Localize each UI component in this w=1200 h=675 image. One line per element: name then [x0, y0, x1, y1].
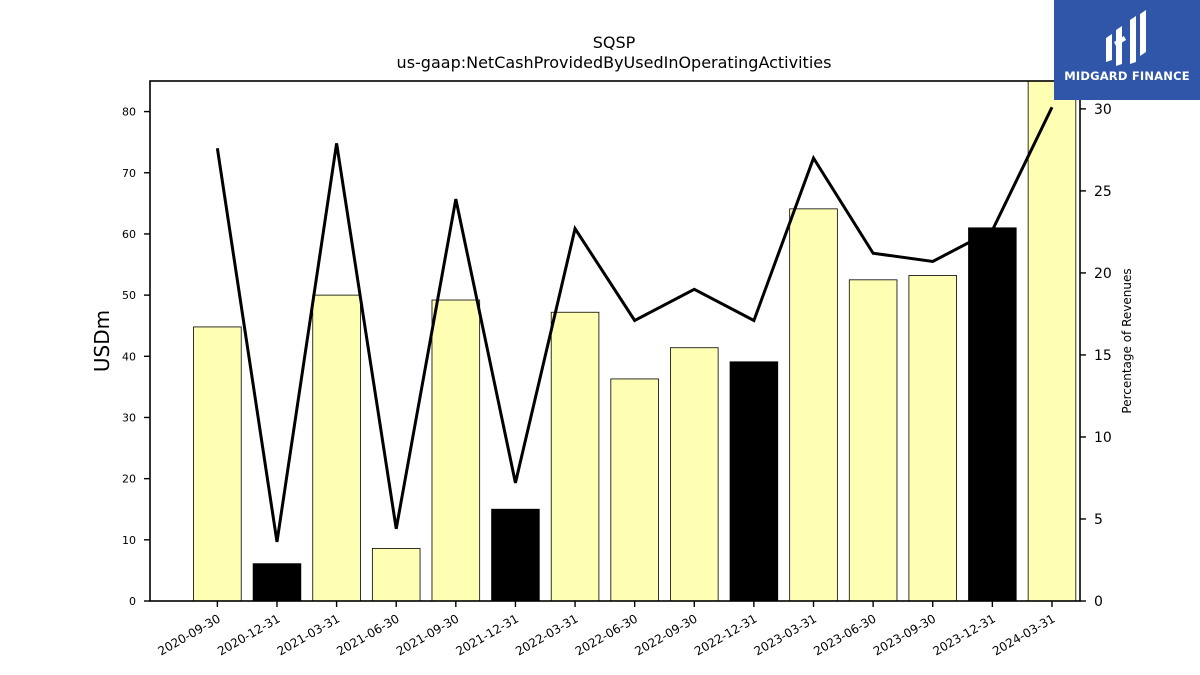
y2-tick-label: 20 [1094, 266, 1112, 282]
bar [491, 508, 540, 602]
x-tick-label: 2022-09-30 [632, 611, 699, 658]
x-tick-label: 2023-06-30 [811, 611, 878, 658]
y2-tick-label: 25 [1094, 184, 1112, 200]
bar [1027, 80, 1077, 602]
y-tick-label: 70 [122, 167, 136, 180]
x-tick-label: 2020-12-31 [215, 611, 282, 658]
bar [610, 378, 659, 602]
y-tick-label: 10 [122, 534, 136, 547]
brand-logo: MIDGARD FINANCE [1054, 0, 1200, 100]
y-axis-label: USDm [90, 310, 114, 372]
x-tick-label: 2021-03-31 [275, 611, 342, 658]
bar [371, 547, 421, 602]
chart-title: SQSP [593, 33, 636, 52]
y2-tick-label: 0 [1094, 594, 1103, 610]
series-line [215, 106, 1054, 543]
bar-group [193, 80, 1077, 602]
x-tick-label: 2024-03-31 [990, 611, 1057, 658]
line-group [215, 106, 1054, 543]
x-tick-label: 2020-09-30 [155, 611, 222, 658]
y2-tick-label: 10 [1094, 430, 1112, 446]
y2-axis-label: Percentage of Revenues [1120, 268, 1134, 413]
y-tick-label: 80 [122, 106, 136, 119]
bar [789, 208, 838, 602]
bar [848, 279, 898, 602]
bar [670, 347, 719, 602]
bar [968, 227, 1017, 602]
plot-frame [149, 80, 1081, 602]
x-tick-label: 2023-03-31 [752, 611, 819, 658]
y-tick-label: 60 [122, 228, 136, 241]
y2-tick-label: 15 [1094, 348, 1112, 364]
bar [193, 326, 242, 602]
logo-text: MIDGARD FINANCE [1064, 69, 1190, 83]
bar [908, 275, 957, 602]
bar [312, 294, 361, 602]
y2-tick-label: 30 [1094, 102, 1112, 118]
x-tick-label: 2023-09-30 [871, 611, 938, 658]
y-tick-label: 50 [122, 289, 136, 302]
x-tick-label: 2022-06-30 [573, 611, 640, 658]
x-tick-label: 2021-06-30 [334, 611, 401, 658]
bar [550, 311, 600, 602]
chart-subtitle: us-gaap:NetCashProvidedByUsedInOperating… [397, 53, 832, 72]
x-tick-label: 2021-09-30 [394, 611, 461, 658]
y-tick-label: 20 [122, 473, 136, 486]
logo-mark-icon [1106, 10, 1146, 66]
y-tick-label: 40 [122, 350, 136, 363]
bar [252, 563, 302, 602]
y-tick-label: 0 [129, 595, 136, 608]
bar [729, 361, 779, 602]
x-tick-label: 2022-12-31 [692, 611, 759, 658]
bar [431, 299, 481, 602]
y-tick-label: 30 [122, 411, 136, 424]
x-tick-label: 2023-12-31 [930, 611, 997, 658]
x-tick-label: 2021-12-31 [454, 611, 521, 658]
x-tick-label: 2022-03-31 [513, 611, 580, 658]
y2-tick-label: 5 [1094, 512, 1103, 528]
